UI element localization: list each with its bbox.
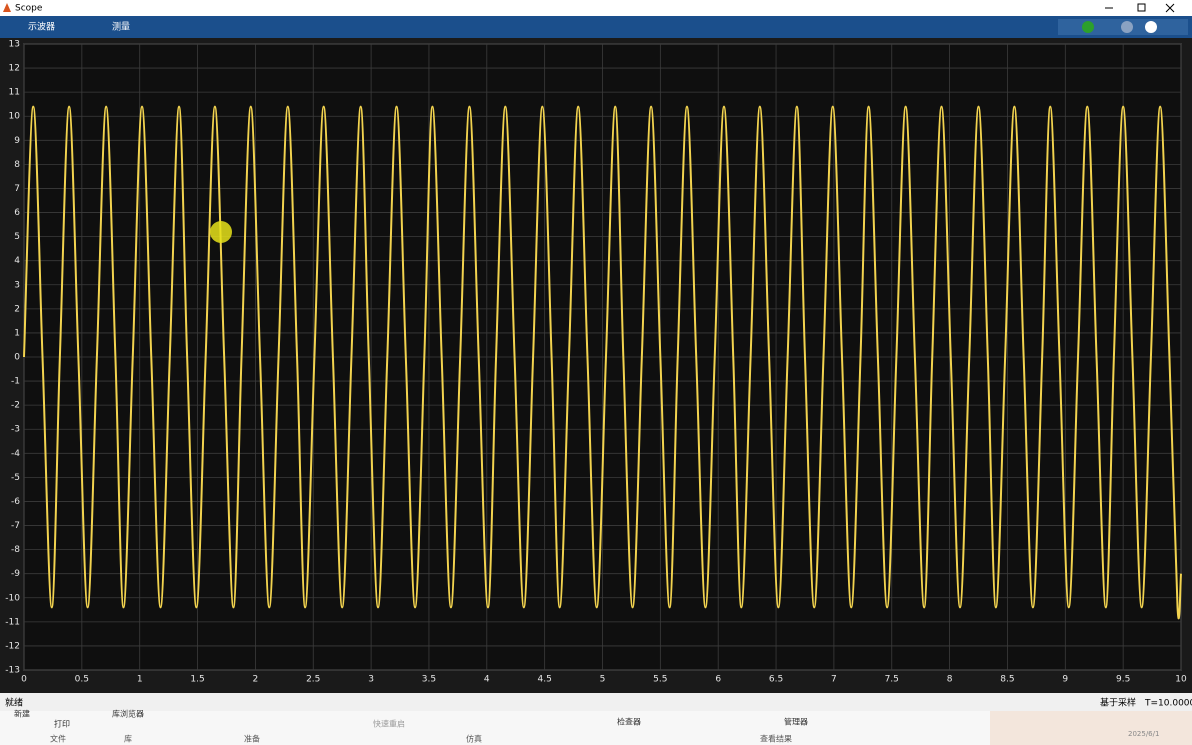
signal-line [23, 105, 1182, 620]
x-tick-label: 9.5 [1116, 675, 1130, 685]
y-tick-label: 11 [9, 88, 20, 98]
stop-button[interactable] [1121, 21, 1133, 33]
tab[interactable]: 示波器 [28, 21, 55, 33]
y-tick-label: 2 [14, 304, 20, 314]
y-tick-label: -7 [11, 521, 20, 531]
x-tick-label: 7 [831, 675, 837, 685]
y-tick-label: 4 [14, 256, 20, 266]
y-tick-label: 7 [14, 184, 20, 194]
ribbon-item[interactable]: 管理器 [784, 717, 808, 727]
ribbon-item[interactable]: 打印 [54, 719, 70, 729]
status-mode: 基于采样 [1100, 697, 1136, 709]
ribbon-item[interactable]: 检查器 [617, 717, 641, 727]
x-tick-label: 3 [368, 675, 374, 685]
x-tick-label: 8 [947, 675, 953, 685]
title-bar [0, 0, 1192, 16]
status-time: T=10.0000 [1144, 699, 1192, 709]
y-tick-label: 9 [14, 136, 20, 146]
x-tick-label: 7.5 [885, 675, 899, 685]
x-tick-label: 4.5 [537, 675, 551, 685]
y-tick-label: 13 [9, 40, 20, 50]
y-tick-label: -1 [11, 377, 20, 387]
y-tick-label: 5 [14, 232, 20, 242]
window-title: Scope [15, 4, 43, 14]
y-tick-label: -2 [11, 401, 20, 411]
ribbon-group: 准备 [244, 734, 260, 744]
y-tick-label: -12 [5, 641, 20, 651]
x-tick-label: 9 [1062, 675, 1068, 685]
mouse-cursor-highlight [210, 221, 232, 243]
y-tick-label: 12 [9, 64, 20, 74]
x-tick-label: 4 [484, 675, 490, 685]
ribbon [0, 711, 990, 745]
desktop [990, 711, 1192, 745]
x-tick-label: 1.5 [190, 675, 204, 685]
y-tick-label: -4 [11, 449, 20, 459]
x-tick-label: 5.5 [653, 675, 667, 685]
maximize-button[interactable] [1137, 3, 1146, 12]
x-tick-label: 3.5 [422, 675, 436, 685]
y-tick-label: 10 [9, 112, 21, 122]
x-tick-label: 5 [600, 675, 606, 685]
tab[interactable]: 测量 [112, 22, 130, 33]
status-state: 就绪 [5, 697, 23, 709]
status-bar [0, 693, 1192, 711]
ribbon-item[interactable]: 库浏览器 [112, 709, 144, 719]
close-button[interactable] [1165, 3, 1175, 13]
clock-date: 2025/6/1 [1128, 730, 1159, 738]
ribbon-group: 文件 [50, 734, 66, 744]
y-tick-label: -8 [11, 545, 20, 555]
help-button[interactable] [1145, 21, 1157, 33]
y-tick-label: 1 [14, 328, 20, 338]
y-tick-label: -11 [5, 617, 20, 627]
ribbon-group: 库 [124, 734, 132, 744]
plot: -13-12-11-10-9-8-7-6-5-4-3-2-10123456789… [5, 40, 1187, 685]
x-tick-label: 2.5 [306, 675, 320, 685]
x-tick-label: 2 [253, 675, 259, 685]
y-tick-label: 3 [14, 280, 20, 290]
x-tick-label: 0 [21, 675, 27, 685]
run-button[interactable] [1082, 21, 1094, 33]
y-tick-label: -5 [11, 473, 20, 483]
toolbar [0, 16, 1192, 38]
x-tick-label: 6.5 [769, 675, 783, 685]
y-tick-label: -3 [11, 425, 20, 435]
ribbon-item[interactable]: 新建 [14, 709, 30, 719]
ribbon-group: 仿真 [466, 734, 482, 744]
y-tick-label: -9 [11, 569, 20, 579]
x-tick-label: 6 [715, 675, 721, 685]
x-tick-label: 0.5 [75, 675, 89, 685]
app-icon [3, 3, 11, 12]
y-tick-label: -6 [11, 497, 20, 507]
y-tick-label: 0 [14, 353, 20, 363]
y-tick-label: -13 [5, 666, 20, 676]
x-tick-label: 1 [137, 675, 143, 685]
y-tick-label: 6 [14, 208, 20, 218]
x-tick-label: 8.5 [1000, 675, 1014, 685]
y-tick-label: 8 [14, 160, 20, 170]
ribbon-group: 查看结果 [760, 734, 792, 744]
y-tick-label: -10 [5, 593, 20, 603]
ribbon-item[interactable]: 快速重启 [373, 719, 405, 729]
x-tick-label: 10 [1175, 675, 1187, 685]
